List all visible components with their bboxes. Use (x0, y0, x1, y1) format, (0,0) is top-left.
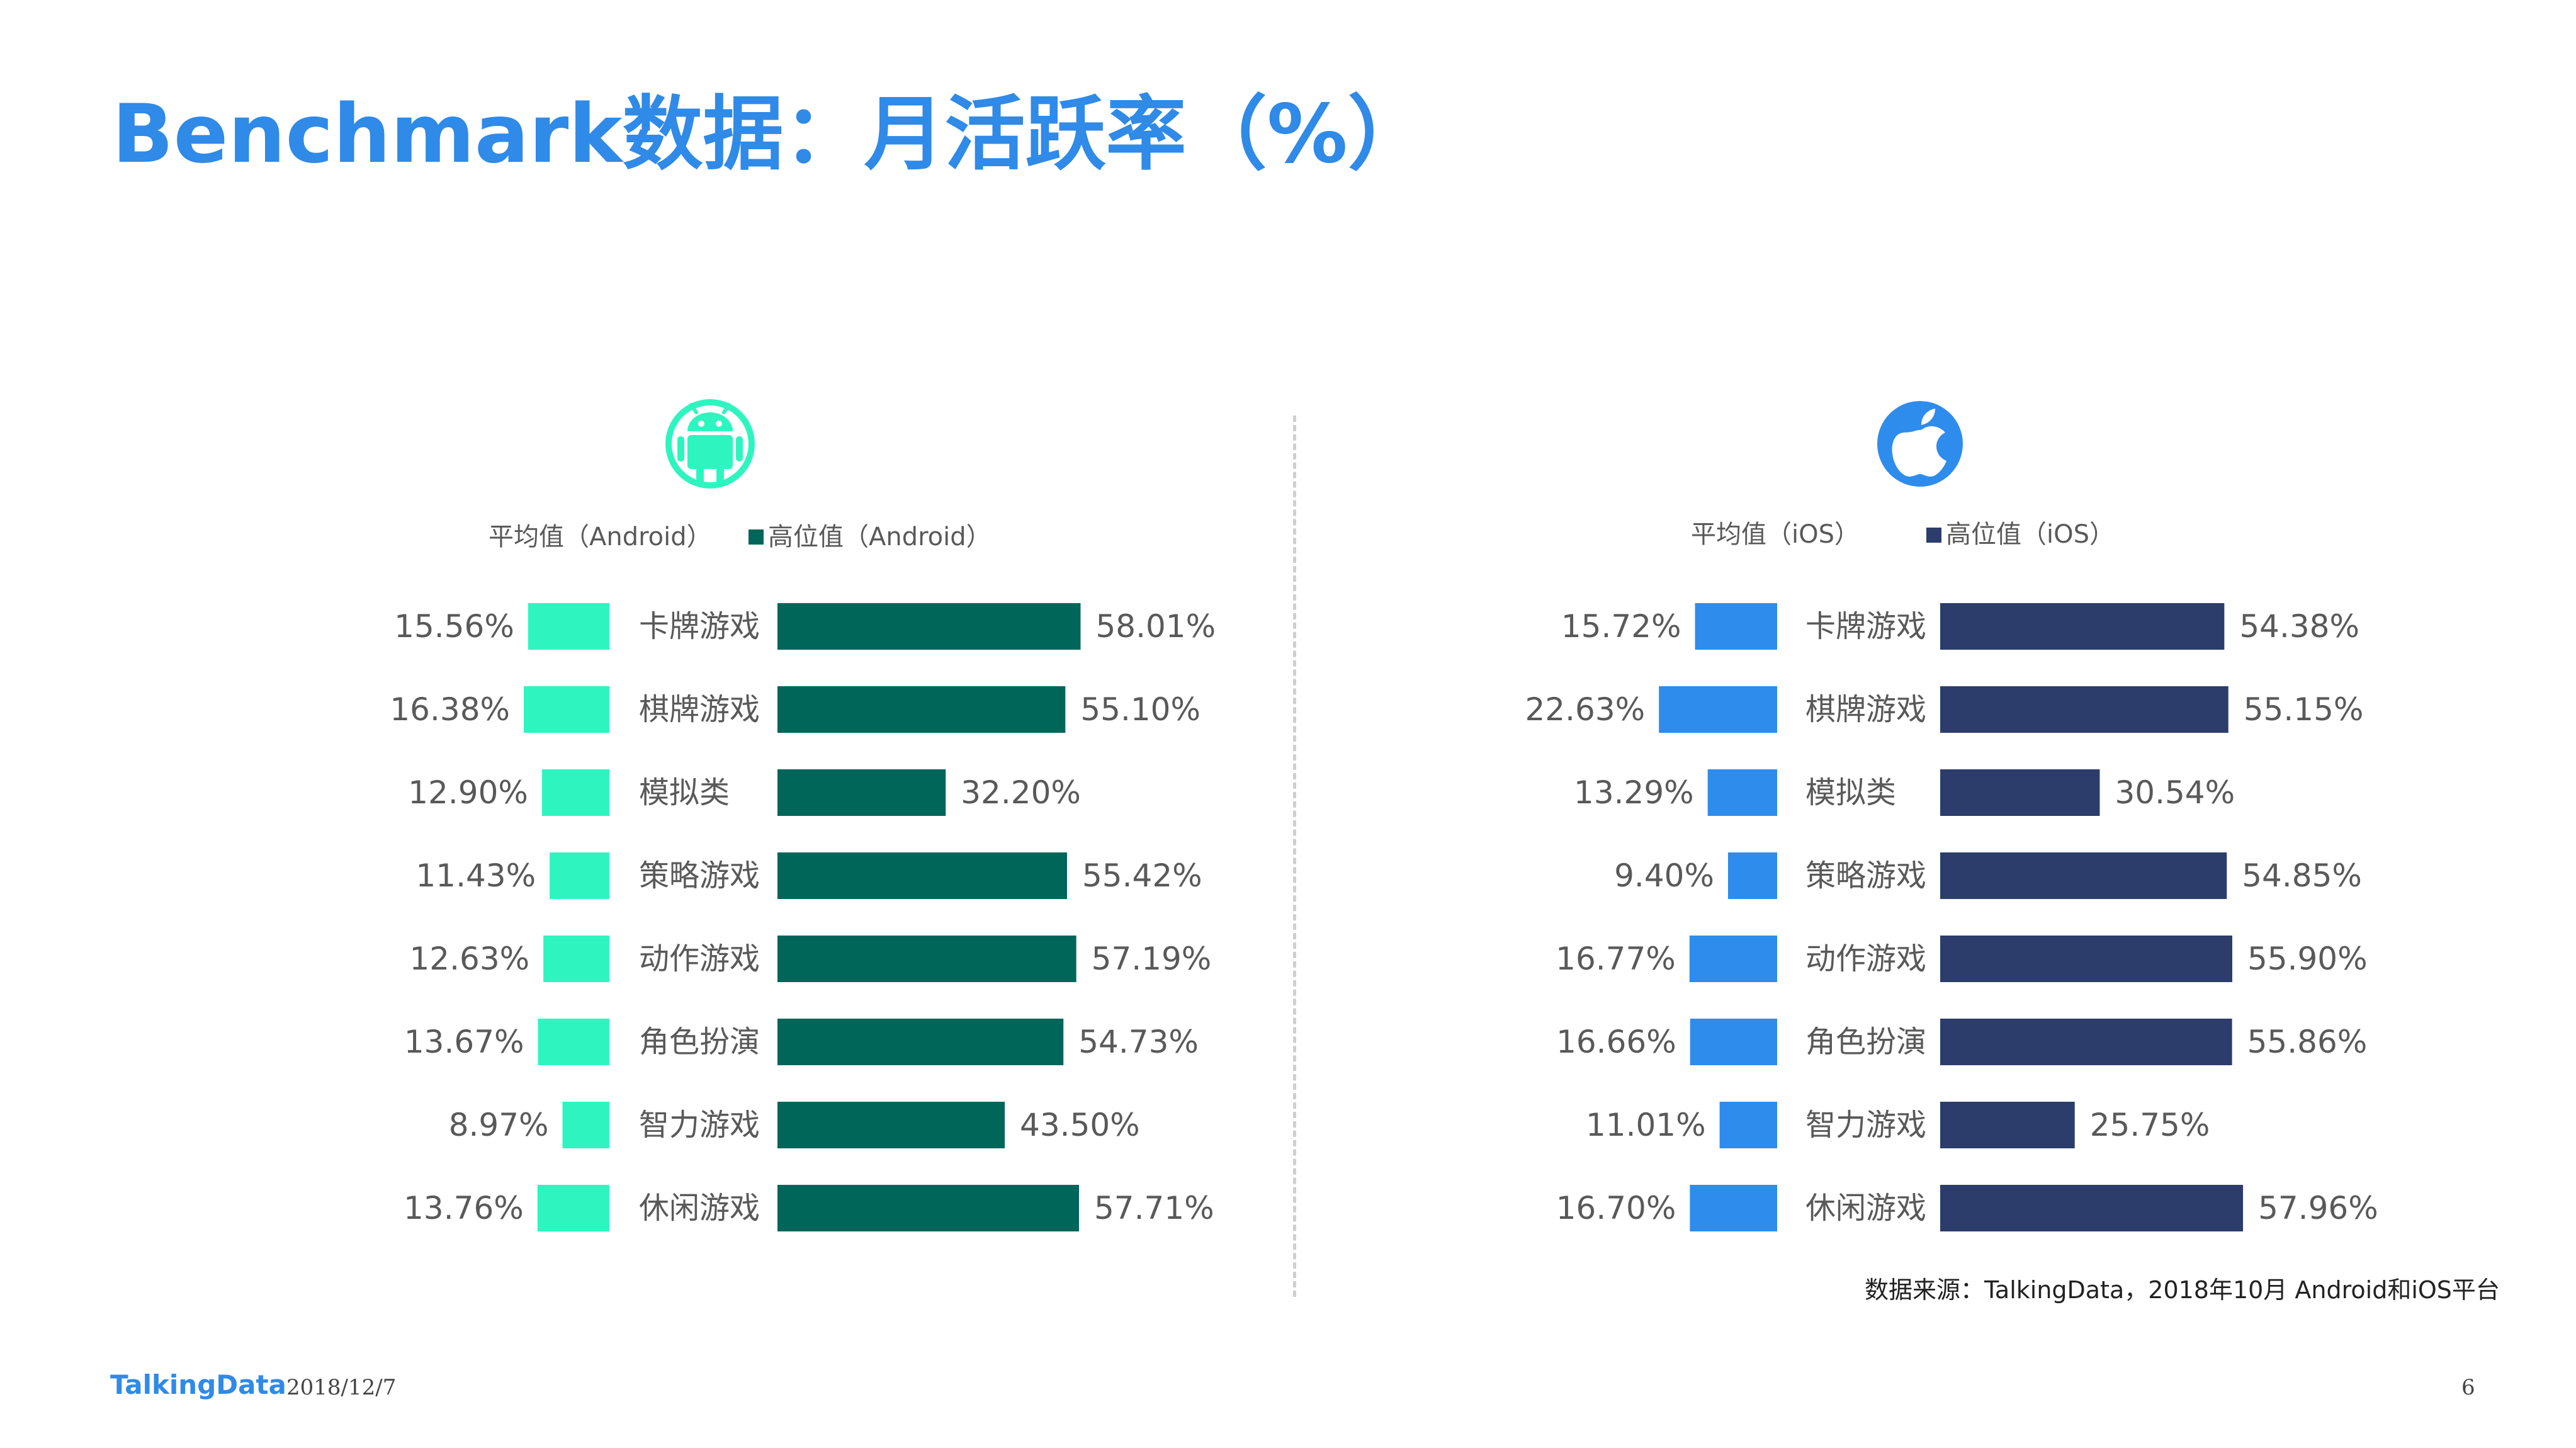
android-high-value-label: 55.10% (1080, 691, 1200, 728)
android-avg-bar (543, 936, 609, 982)
ios-category-label: 角色扮演 (1805, 1024, 1926, 1060)
android-category-label: 棋牌游戏 (639, 692, 760, 727)
android-high-value-label: 57.19% (1092, 941, 1212, 977)
android-avg-bar (524, 686, 609, 733)
android-avg-value-label: 12.90% (408, 774, 528, 811)
ios-avg-bar (1707, 769, 1777, 816)
page-title: Benchmark数据：月活跃率（%） (112, 88, 1428, 181)
ios-category-label: 动作游戏 (1805, 941, 1926, 976)
ios-category-label: 策略游戏 (1805, 858, 1926, 893)
ios-avg-bar (1689, 936, 1777, 982)
ios-avg-value-label: 15.72% (1561, 608, 1681, 645)
ios-high-bar (1940, 769, 2100, 816)
android-high-bar (777, 603, 1081, 650)
ios-high-bar (1940, 852, 2227, 899)
ios-avg-value-label: 13.29% (1574, 774, 1694, 811)
ios-avg-value-label: 16.70% (1556, 1190, 1676, 1226)
ios-avg-bar (1690, 1019, 1777, 1065)
android-high-value-label: 32.20% (961, 774, 1081, 811)
ios-high-value-label: 55.90% (2247, 941, 2368, 977)
android-high-value-label: 55.42% (1082, 857, 1202, 894)
ios-high-value-label: 30.54% (2115, 774, 2235, 811)
ios-high-value-label: 54.85% (2242, 857, 2362, 894)
ios-avg-bar (1727, 852, 1777, 899)
android-robot-icon (665, 399, 755, 489)
ios-high-bar (1940, 1102, 2075, 1148)
android-high-bar (777, 1185, 1079, 1231)
ios-avg-bar (1659, 686, 1777, 733)
android-high-value-label: 57.71% (1094, 1190, 1214, 1226)
android-avg-bar (550, 852, 609, 899)
android-category-label: 智力游戏 (639, 1107, 760, 1143)
android-high-value-label: 54.73% (1078, 1024, 1199, 1060)
android-category-label: 角色扮演 (639, 1024, 760, 1060)
panel-divider (1293, 416, 1296, 1297)
ios-high-bar (1940, 936, 2232, 982)
ios-avg-bar (1719, 1102, 1777, 1148)
ios-avg-value-label: 22.63% (1525, 691, 1646, 728)
ios-category-label: 休闲游戏 (1805, 1191, 1926, 1226)
page-number: 6 (2461, 1375, 2475, 1400)
android-avg-value-label: 15.56% (394, 608, 514, 645)
android-avg-bar (528, 603, 609, 650)
android-category-label: 模拟类 (639, 775, 730, 810)
android-high-bar (777, 686, 1066, 733)
android-avg-value-label: 13.76% (404, 1190, 524, 1226)
legend-android-high-swatch (749, 529, 764, 545)
android-avg-bar (537, 1185, 609, 1231)
ios-category-label: 模拟类 (1805, 775, 1896, 810)
legend-android-high: 高位值（Android） (768, 523, 991, 551)
android-high-bar (777, 769, 946, 816)
android-high-bar (777, 1102, 1005, 1148)
ios-category-label: 棋牌游戏 (1805, 692, 1926, 727)
ios-category-label: 智力游戏 (1805, 1107, 1926, 1143)
data-source-note: 数据来源：TalkingData，2018年10月 Android和iOS平台 (1865, 1276, 2500, 1304)
legend-android-avg: 平均值（Android） (489, 523, 712, 551)
android-category-label: 休闲游戏 (639, 1191, 760, 1226)
ios-avg-value-label: 16.77% (1556, 941, 1676, 977)
ios-high-value-label: 57.96% (2258, 1190, 2378, 1226)
ios-high-bar (1940, 1019, 2232, 1065)
ios-high-value-label: 54.38% (2239, 608, 2359, 645)
android-high-bar (777, 1019, 1064, 1065)
android-high-value-label: 58.01% (1095, 608, 1216, 645)
android-high-bar (777, 852, 1067, 899)
legend-ios-high: 高位值（iOS） (1946, 520, 2115, 549)
ios-high-bar (1940, 1185, 2244, 1231)
android-avg-value-label: 13.67% (404, 1024, 524, 1060)
ios-high-value-label: 55.15% (2244, 691, 2364, 728)
ios-high-bar (1940, 686, 2229, 733)
ios-avg-value-label: 9.40% (1614, 857, 1714, 894)
android-category-label: 卡牌游戏 (639, 609, 760, 644)
ios-avg-value-label: 16.66% (1556, 1024, 1676, 1060)
ios-category-label: 卡牌游戏 (1805, 609, 1926, 644)
android-avg-bar (541, 769, 609, 816)
ios-avg-bar (1690, 1185, 1777, 1231)
footer-date: 2018/12/7 (286, 1375, 397, 1400)
android-avg-value-label: 12.63% (410, 941, 530, 977)
android-avg-value-label: 8.97% (449, 1107, 549, 1143)
ios-high-value-label: 25.75% (2090, 1107, 2210, 1143)
brand-logo: TalkingData (110, 1369, 286, 1400)
android-avg-value-label: 11.43% (415, 857, 536, 894)
android-high-value-label: 43.50% (1020, 1107, 1140, 1143)
android-avg-bar (562, 1102, 609, 1148)
legend-ios-high-swatch (1926, 528, 1941, 543)
android-avg-value-label: 16.38% (390, 691, 510, 728)
legend-ios-avg: 平均值（iOS） (1691, 520, 1860, 549)
android-high-bar (777, 936, 1076, 982)
ios-high-value-label: 55.86% (2247, 1024, 2368, 1060)
apple-icon (1877, 401, 1963, 487)
ios-avg-value-label: 11.01% (1586, 1107, 1706, 1143)
android-avg-bar (538, 1019, 609, 1065)
android-category-label: 动作游戏 (639, 941, 760, 976)
android-category-label: 策略游戏 (639, 858, 760, 893)
ios-avg-bar (1695, 603, 1777, 650)
ios-high-bar (1940, 603, 2225, 650)
